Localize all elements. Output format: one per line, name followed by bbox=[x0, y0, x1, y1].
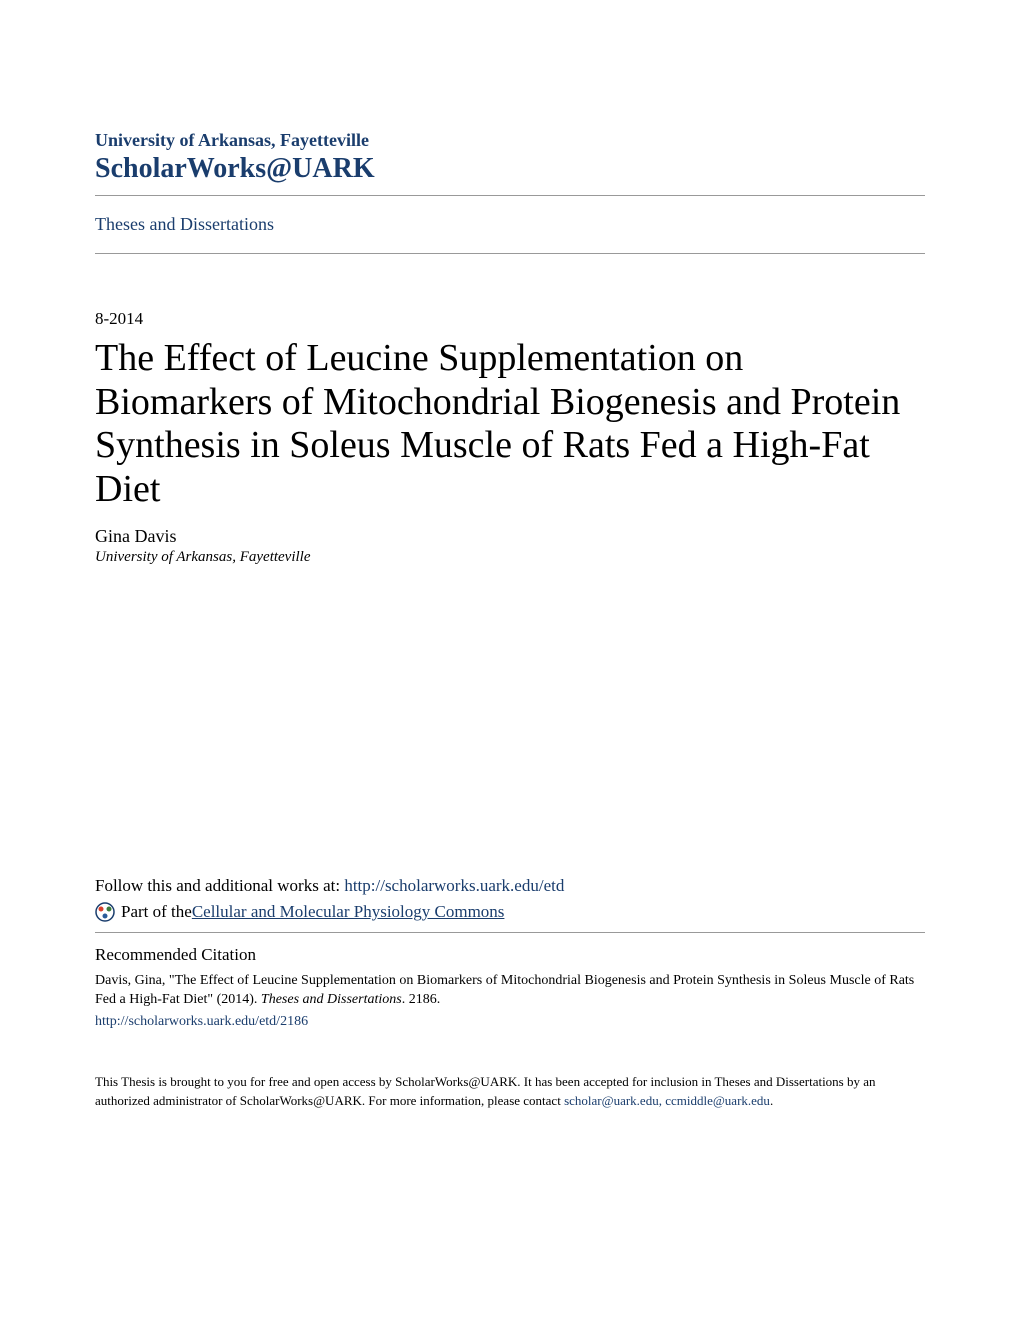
breadcrumb: Theses and Dissertations bbox=[95, 214, 925, 235]
part-of-prefix: Part of the bbox=[121, 902, 192, 922]
document-title: The Effect of Leucine Supplementation on… bbox=[95, 337, 925, 512]
network-icon bbox=[95, 902, 115, 922]
follow-line: Follow this and additional works at: htt… bbox=[95, 876, 925, 896]
citation-part2: . 2186. bbox=[402, 992, 441, 1007]
page-header: University of Arkansas, Fayetteville Sch… bbox=[95, 130, 925, 185]
footer-email-link[interactable]: scholar@uark.edu, ccmiddle@uark.edu bbox=[564, 1093, 770, 1108]
commons-link[interactable]: Cellular and Molecular Physiology Common… bbox=[192, 902, 505, 922]
author-affiliation: University of Arkansas, Fayetteville bbox=[95, 549, 925, 566]
divider-breadcrumb bbox=[95, 253, 925, 254]
part-of-line: Part of the Cellular and Molecular Physi… bbox=[95, 902, 925, 922]
author-name: Gina Davis bbox=[95, 526, 925, 547]
follow-prefix: Follow this and additional works at: bbox=[95, 876, 344, 895]
repository-name: ScholarWorks@UARK bbox=[95, 153, 925, 185]
content-spacer bbox=[95, 566, 925, 876]
footer-part2: . bbox=[770, 1093, 773, 1108]
divider-citation bbox=[95, 932, 925, 933]
citation-italic: Theses and Dissertations bbox=[261, 992, 402, 1007]
citation-heading: Recommended Citation bbox=[95, 945, 925, 965]
footer-text: This Thesis is brought to you for free a… bbox=[95, 1072, 925, 1111]
breadcrumb-link[interactable]: Theses and Dissertations bbox=[95, 214, 274, 234]
citation-text: Davis, Gina, "The Effect of Leucine Supp… bbox=[95, 971, 925, 1032]
publication-date: 8-2014 bbox=[95, 309, 925, 329]
repository-link[interactable]: ScholarWorks@UARK bbox=[95, 153, 375, 184]
follow-link[interactable]: http://scholarworks.uark.edu/etd bbox=[344, 876, 564, 895]
institution-name: University of Arkansas, Fayetteville bbox=[95, 130, 925, 151]
citation-part1: Davis, Gina, "The Effect of Leucine Supp… bbox=[95, 973, 914, 1008]
divider-top bbox=[95, 195, 925, 196]
citation-link[interactable]: http://scholarworks.uark.edu/etd/2186 bbox=[95, 1012, 925, 1032]
